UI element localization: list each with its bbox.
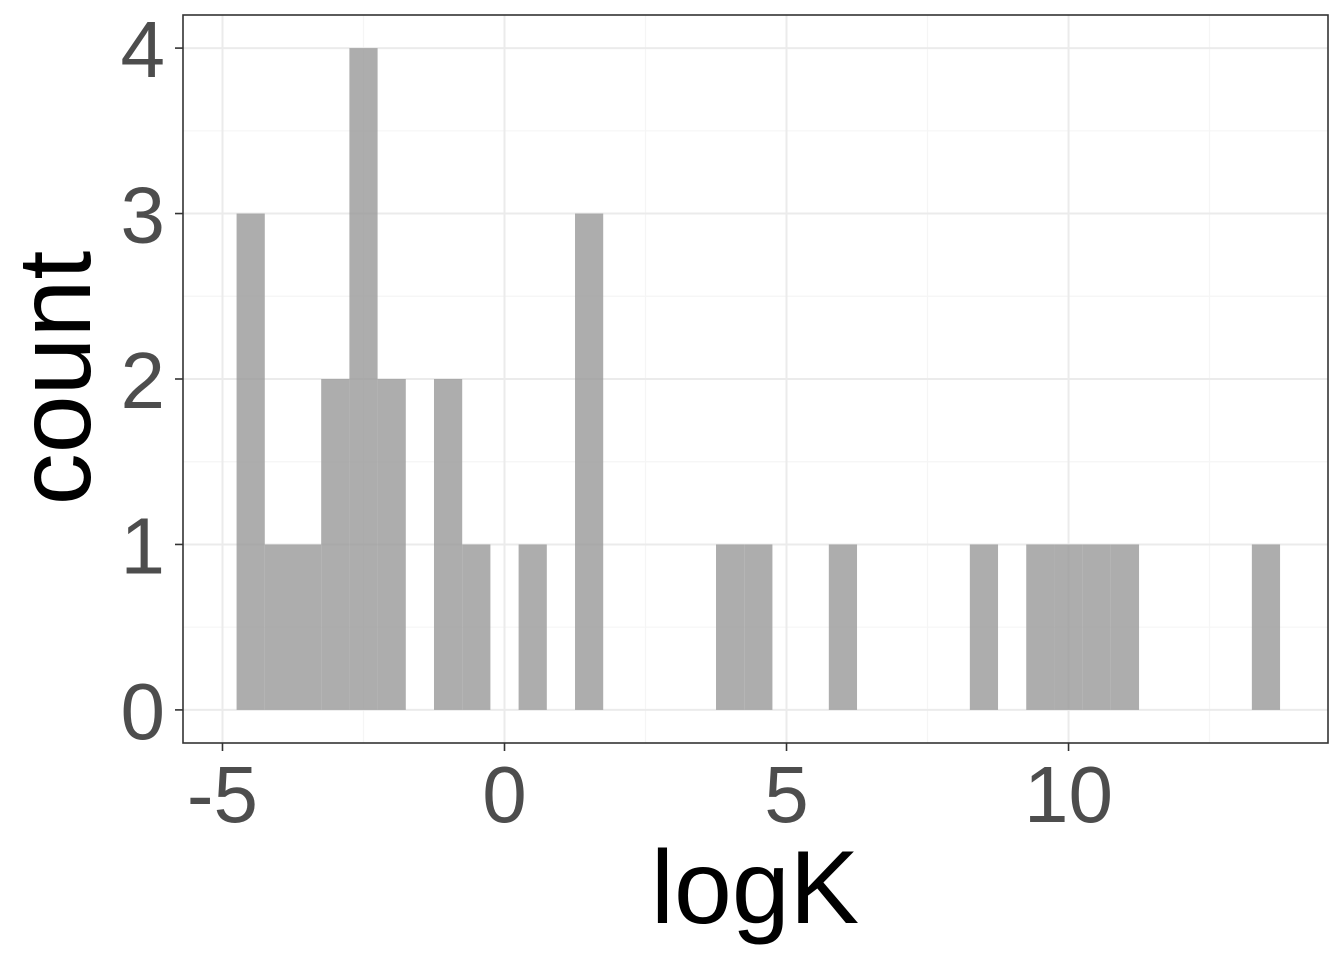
x-axis-title: logK <box>651 830 859 946</box>
histogram-bar-3 <box>321 379 350 710</box>
y-axis-title: count <box>0 251 113 506</box>
histogram-bar-12 <box>828 544 858 710</box>
y-tick-label-2: 2 <box>121 336 166 425</box>
y-axis-ticks <box>175 47 183 711</box>
histogram-bar-2 <box>292 544 322 710</box>
histogram-bar-11 <box>744 544 773 710</box>
y-tick-label-0: 0 <box>121 667 166 756</box>
x-axis-tick-labels: -5 0 5 10 <box>187 750 1113 839</box>
y-tick-label-4: 4 <box>121 5 166 94</box>
histogram-bar-14 <box>1026 544 1055 710</box>
histogram-bar-10 <box>716 544 745 710</box>
y-tick-label-3: 3 <box>121 171 166 260</box>
histogram-bar-9 <box>575 213 604 710</box>
y-tick-label-1: 1 <box>121 501 166 590</box>
x-tick-label-0: -5 <box>187 750 258 839</box>
x-tick-label-3: 10 <box>1024 750 1113 839</box>
histogram-bar-17 <box>1110 544 1140 710</box>
histogram-bar-1 <box>264 544 293 710</box>
x-tick-label-2: 5 <box>764 750 809 839</box>
x-axis-ticks <box>221 743 1070 751</box>
histogram-bar-7 <box>462 544 491 710</box>
x-tick-label-1: 0 <box>482 750 527 839</box>
histogram-bar-6 <box>433 379 463 710</box>
y-axis-tick-labels: 0 1 2 3 4 <box>121 5 166 756</box>
histogram-bar-8 <box>518 544 547 710</box>
histogram-bars <box>236 48 1281 710</box>
histogram-bar-18 <box>1251 544 1281 710</box>
histogram-bar-16 <box>1082 544 1111 710</box>
histogram-bar-13 <box>969 544 999 710</box>
histogram-bar-5 <box>377 379 406 710</box>
histogram-bar-4 <box>349 48 378 710</box>
histogram-bar-0 <box>236 213 265 710</box>
histogram-bar-15 <box>1054 544 1083 710</box>
